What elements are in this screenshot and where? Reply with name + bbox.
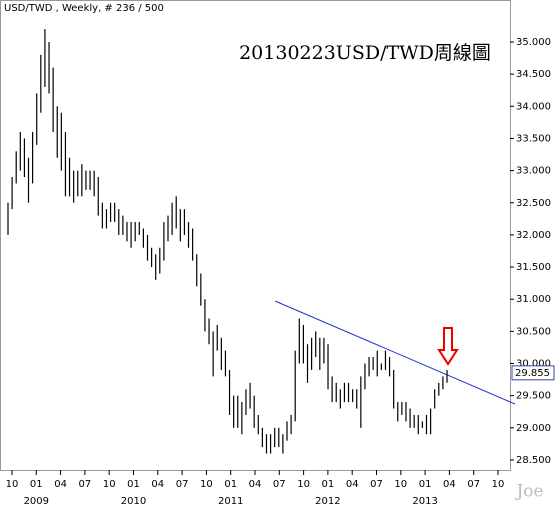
y-tick-label: 29.500 <box>516 391 551 402</box>
y-tick-label: 31.000 <box>516 294 551 305</box>
y-tick-label: 30.500 <box>516 326 551 337</box>
year-label: 2013 <box>412 496 437 507</box>
chart-title: 20130223USD/TWD周線圖 <box>239 42 491 64</box>
x-tick-label: 07 <box>176 479 189 490</box>
y-tick-label: 33.500 <box>516 133 551 144</box>
x-tick-label: 10 <box>200 479 213 490</box>
x-tick-label: 01 <box>224 479 237 490</box>
y-tick-label: 29.000 <box>516 423 551 434</box>
y-tick-label: 30.000 <box>516 359 551 370</box>
year-label: 2011 <box>218 496 243 507</box>
y-tick-label: 35.000 <box>516 37 551 48</box>
y-tick-label: 28.500 <box>516 455 551 466</box>
last-price-label: 29.855 <box>515 368 550 379</box>
x-tick-label: 01 <box>30 479 43 490</box>
x-tick-label: 10 <box>103 479 116 490</box>
x-tick-label: 10 <box>394 479 407 490</box>
last-price-box <box>511 365 555 381</box>
x-tick-label: 10 <box>6 479 19 490</box>
x-tick-label: 01 <box>322 479 335 490</box>
year-label: 2009 <box>24 496 49 507</box>
x-tick-label: 04 <box>346 479 359 490</box>
x-tick-label: 04 <box>54 479 67 490</box>
plot-frame <box>0 0 511 471</box>
arrow <box>437 327 459 366</box>
y-tick-label: 33.000 <box>516 166 551 177</box>
year-label: 2010 <box>121 496 146 507</box>
watermark: Joe <box>514 482 543 502</box>
x-tick-label: 01 <box>419 479 432 490</box>
x-tick-label: 04 <box>151 479 164 490</box>
trend-line <box>274 300 516 405</box>
x-tick-label: 10 <box>492 479 505 490</box>
y-tick-label: 32.500 <box>516 198 551 209</box>
x-tick-label: 04 <box>443 479 456 490</box>
y-tick-label: 34.000 <box>516 101 551 112</box>
x-tick-label: 07 <box>467 479 480 490</box>
y-tick-label: 31.500 <box>516 262 551 273</box>
x-tick-label: 01 <box>127 479 140 490</box>
x-tick-label: 07 <box>273 479 286 490</box>
y-tick-label: 34.500 <box>516 69 551 80</box>
year-label: 2012 <box>315 496 340 507</box>
chart-header: USD/TWD , Weekly, # 236 / 500 <box>4 3 164 14</box>
y-tick-label: 32.000 <box>516 230 551 241</box>
x-tick-label: 07 <box>79 479 92 490</box>
x-tick-label: 07 <box>370 479 383 490</box>
x-tick-label: 04 <box>249 479 262 490</box>
x-tick-label: 10 <box>297 479 310 490</box>
